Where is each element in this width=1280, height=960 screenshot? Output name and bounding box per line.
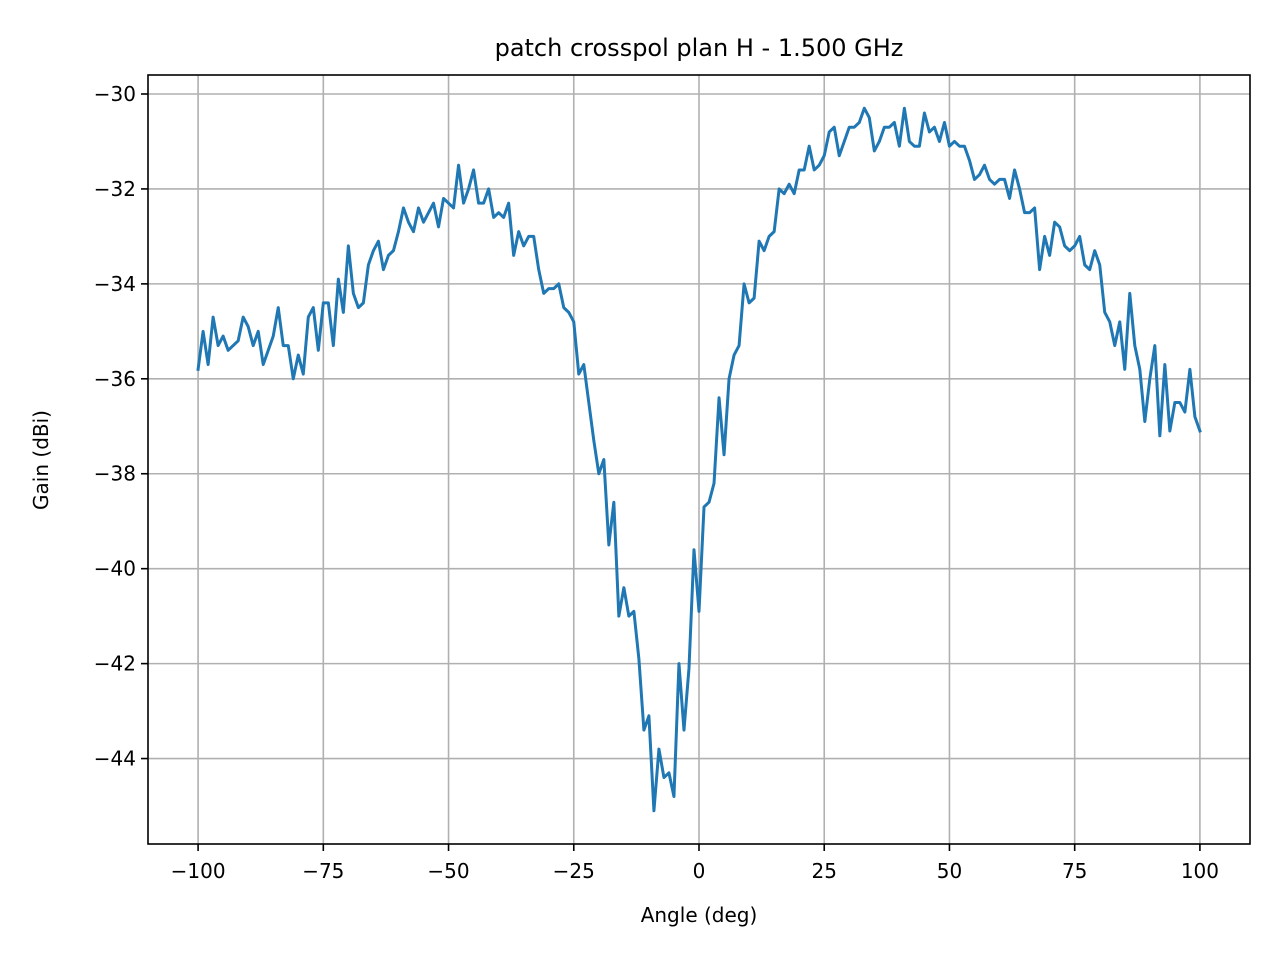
y-tick-label: −38 xyxy=(94,462,136,486)
y-tick-label: −36 xyxy=(94,367,136,391)
x-tick-label: 50 xyxy=(937,859,962,883)
y-axis-label: Gain (dBi) xyxy=(29,410,53,510)
y-tick-label: −42 xyxy=(94,652,136,676)
y-tick-label: −40 xyxy=(94,557,136,581)
y-tick-label: −44 xyxy=(94,747,136,771)
x-tick-label: −100 xyxy=(171,859,226,883)
x-tick-label: 100 xyxy=(1181,859,1219,883)
x-tick-label: −50 xyxy=(427,859,469,883)
y-tick-label: −32 xyxy=(94,177,136,201)
x-axis-label: Angle (deg) xyxy=(641,903,758,927)
plot-frame xyxy=(147,74,1251,845)
y-ticks: −44 −42 −40 −38 −36 −34 −32 −30 xyxy=(94,82,148,771)
x-tick-label: 0 xyxy=(693,859,706,883)
x-tick-label: 25 xyxy=(812,859,837,883)
grid xyxy=(148,75,1250,844)
x-tick-label: −25 xyxy=(553,859,595,883)
series-line xyxy=(196,106,1202,813)
chart-title: patch crosspol plan H - 1.500 GHz xyxy=(495,34,904,62)
y-tick-label: −34 xyxy=(94,272,136,296)
x-ticks: −100 −75 −50 −25 0 25 50 75 100 xyxy=(171,844,1219,883)
y-tick-label: −30 xyxy=(94,82,136,106)
x-tick-label: −75 xyxy=(302,859,344,883)
x-tick-label: 75 xyxy=(1062,859,1087,883)
